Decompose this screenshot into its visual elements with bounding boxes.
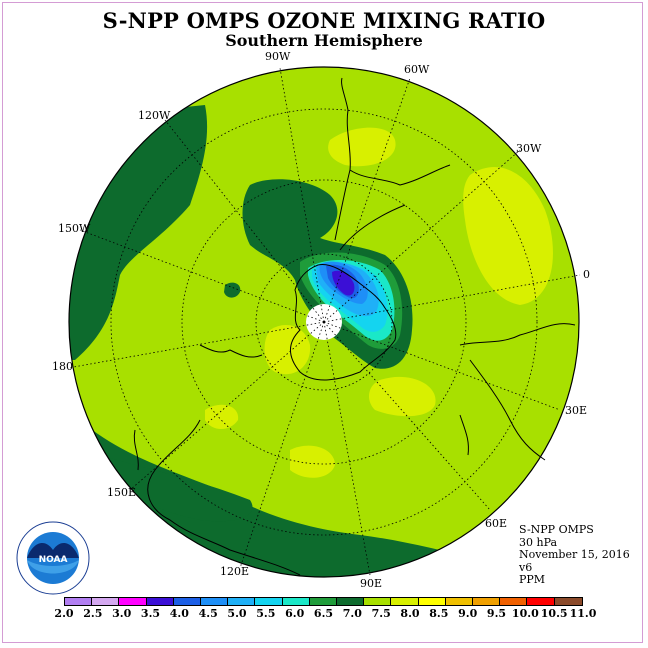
colorbar-swatch <box>554 598 582 605</box>
colorbar-swatch <box>119 598 147 605</box>
colorbar-swatch <box>255 598 283 605</box>
info-version: v6 <box>519 560 533 574</box>
lon-label-0: 0 <box>583 268 590 281</box>
info-product: S-NPP OMPS <box>519 523 594 536</box>
colorbar-swatch <box>445 598 474 605</box>
colorbar-tick-label: 3.5 <box>140 607 161 620</box>
colorbar-swatch <box>65 598 93 605</box>
field-vortex-core <box>332 270 355 296</box>
colorbar-swatch <box>391 598 419 605</box>
field-band-east <box>463 167 553 305</box>
info-level: 30 hPa <box>519 535 558 549</box>
coastlines <box>133 77 576 576</box>
colorbar-tick-label: 8.5 <box>429 607 449 620</box>
info-date: November 15, 2016 <box>519 548 630 562</box>
colorbar-tick-label: 4.5 <box>198 607 218 620</box>
colorbar-tick-label: 10.0 <box>511 607 539 620</box>
noaa-logo: NOAA <box>16 521 90 595</box>
colorbar-tick-label: 2.0 <box>54 607 74 620</box>
graticule <box>67 67 581 576</box>
colorbar-swatch <box>201 598 229 605</box>
colorbar-tick-label: 9.0 <box>458 607 478 620</box>
field-band-southeast <box>368 376 436 417</box>
colorbar-swatch <box>92 598 120 605</box>
colorbar-swatch <box>418 598 446 605</box>
product-info: S-NPP OMPS 30 hPa November 15, 2016 v6 P… <box>519 523 630 587</box>
colorbar-tick-label: 4.0 <box>169 607 189 620</box>
lon-label-30e: 30E <box>565 404 588 417</box>
lon-label-90e: 90E <box>360 577 383 590</box>
figure-frame <box>2 2 643 643</box>
colorbar-swatch <box>527 598 555 605</box>
colorbar-tick-label: 7.0 <box>342 607 362 620</box>
colorbar-swatch <box>173 598 202 605</box>
colorbar-tick-label: 6.0 <box>285 607 305 620</box>
lon-label-180: 180 <box>52 360 73 373</box>
lon-label-30w: 30W <box>516 142 542 155</box>
map-boundary <box>68 66 580 578</box>
colorbar-swatch <box>500 598 528 605</box>
colorbar-swatch <box>146 598 174 605</box>
colorbar-tick-label: 8.0 <box>400 607 420 620</box>
colorbar-tick-label: 5.0 <box>227 607 247 620</box>
info-units: PPM <box>519 573 546 587</box>
colorbar-tick-label: 6.5 <box>313 607 334 620</box>
colorbar-tick-label: 11.0 <box>569 607 597 620</box>
field-band-north <box>328 127 396 167</box>
logo-text: NOAA <box>39 555 68 565</box>
colorbar-tick-label: 2.5 <box>83 607 103 620</box>
lon-label-120e: 120E <box>220 565 250 578</box>
colorbar-swatch <box>473 598 501 605</box>
colorbar-swatch <box>337 598 365 605</box>
colorbar-swatch <box>364 598 392 605</box>
lon-label-120w: 120W <box>138 109 171 122</box>
colorbar-swatch <box>282 598 310 605</box>
lon-label-90w: 90W <box>265 50 291 63</box>
lon-label-150w: 150W <box>58 222 91 235</box>
colorbar-tick-label: 9.5 <box>486 607 507 620</box>
map-subtitle: Southern Hemisphere <box>225 31 423 50</box>
colorbar <box>64 597 583 606</box>
colorbar-tick-label: 5.5 <box>256 607 276 620</box>
lon-label-60e: 60E <box>485 517 508 530</box>
colorbar-tick-label: 3.0 <box>112 607 132 620</box>
lon-label-150e: 150E <box>107 486 137 499</box>
colorbar-tick-label: 10.5 <box>540 607 568 620</box>
colorbar-swatch <box>228 598 256 605</box>
lon-label-60w: 60W <box>404 63 430 76</box>
colorbar-swatch <box>309 598 338 605</box>
map-title: S-NPP OMPS OZONE MIXING RATIO <box>102 8 546 33</box>
colorbar-tick-label: 7.5 <box>371 607 391 620</box>
